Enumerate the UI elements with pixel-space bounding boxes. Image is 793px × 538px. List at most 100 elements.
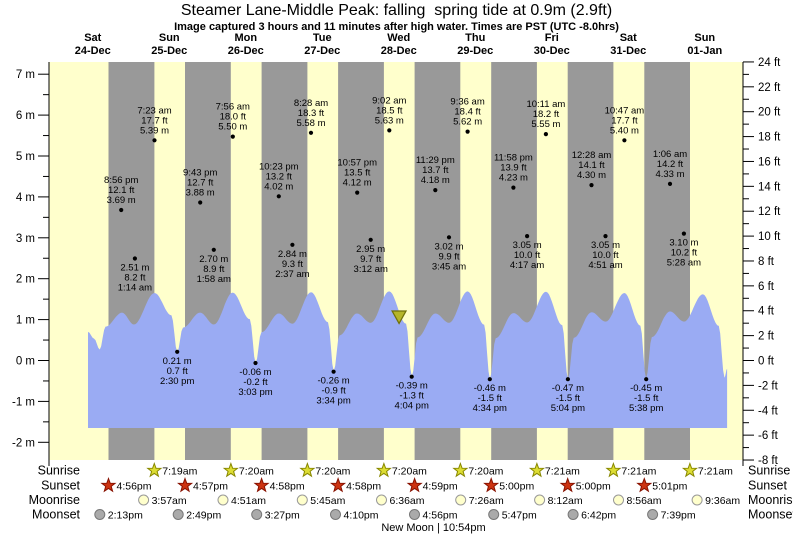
tide-event: 2.95 m 9.7 ft 3:12 am <box>354 237 388 275</box>
day-name-label: Tue <box>313 32 332 44</box>
left-axis-tick-label: 5 m <box>16 151 35 163</box>
new-moon-note: New Moon | 10:54pm <box>381 522 485 534</box>
tide-event-label: 2.70 m 8.9 ft 1:58 am <box>197 254 231 285</box>
current-tide-triangle-icon <box>391 310 408 325</box>
tide-event-dot <box>681 231 687 236</box>
moonrise-circle-icon <box>691 494 703 506</box>
tide-event: 8:56 pm 12.1 ft 3.69 m <box>104 175 138 213</box>
tide-event-dot <box>355 190 360 195</box>
tide-event-dot <box>132 256 137 261</box>
row-label-right-sunrise: Sunrise <box>748 464 790 478</box>
tide-event-dot <box>387 128 392 133</box>
right-axis-tick-label: 10 ft <box>758 231 781 243</box>
right-axis-tick-label: -4 ft <box>758 405 779 417</box>
left-axis-tick-label: 6 m <box>16 110 35 122</box>
moonrise-circle-icon <box>376 494 387 506</box>
sunset-star-icon <box>177 477 194 493</box>
left-axis-tick-label: -2 m <box>12 437 35 449</box>
sunrise-star-icon <box>299 462 316 478</box>
sunrise-star-icon <box>605 462 622 478</box>
tide-event-dot <box>198 200 203 205</box>
moonset-time: 4:56pm <box>423 510 458 522</box>
tide-event-dot <box>644 377 649 382</box>
page-subtitle: Image captured 3 hours and 11 minutes af… <box>174 21 619 33</box>
right-axis-tick-label: 12 ft <box>758 206 781 218</box>
moonrise-time: 5:45am <box>310 495 345 507</box>
left-axis-tick-label: 3 m <box>16 233 35 245</box>
moonset-circle-icon <box>488 509 500 520</box>
tide-event-label: 2.95 m 9.7 ft 3:12 am <box>354 244 388 275</box>
left-axis-tick-label: -1 m <box>12 396 35 408</box>
day-name-label: Wed <box>387 32 410 44</box>
tide-event: 10:23 pm 13.2 ft 4.02 m <box>259 161 299 199</box>
moonrise-circle-icon <box>296 494 308 506</box>
tide-event-label: 10:57 pm 13.5 ft 4.12 m <box>337 158 377 189</box>
day-date-label: 25-Dec <box>151 45 187 57</box>
moonset-circle-icon <box>330 509 341 520</box>
sunrise-star-icon <box>528 462 545 478</box>
tide-event: 11:29 pm 13.7 ft 4.18 m <box>416 155 455 193</box>
tide-event-dot <box>565 377 571 382</box>
tide-event-label: 2.84 m 9.3 ft 2:37 am <box>275 249 309 280</box>
astro-rows: Sunrise Sunrise 7:19am 7:20am 7:20am 7:20am 7:… <box>29 462 793 534</box>
right-axis-tick-label: 2 ft <box>758 331 775 343</box>
moonrise-circle-icon <box>138 494 150 506</box>
tide-event-dot <box>368 237 373 242</box>
row-label-left-moonset: Moonset <box>32 508 80 522</box>
row-label-left-sunrise: Sunrise <box>38 464 80 478</box>
moonset-time: 6:42pm <box>581 510 616 522</box>
day-date-label: 26-Dec <box>228 45 264 57</box>
day-name-label: Sun <box>159 32 180 44</box>
tide-event-dot <box>622 138 627 143</box>
tide-event: 10:47 am 17.7 ft 5.40 m <box>605 105 644 143</box>
day-date-label: 30-Dec <box>534 45 570 57</box>
tide-event: 2.84 m 9.3 ft 2:37 am <box>275 242 310 280</box>
right-axis-tick-label: 4 ft <box>758 306 775 318</box>
tide-event: 3.02 m 9.9 ft 3:45 am <box>432 235 466 272</box>
tide-event-dot <box>487 377 492 382</box>
tide-event: -0.06 m -0.2 ft 3:03 pm <box>238 360 273 398</box>
moonrise-time: 9:36am <box>705 495 740 507</box>
tide-event: 8:28 am 18.3 ft 5.58 m <box>294 98 328 135</box>
moonrise-circle-icon <box>613 494 624 506</box>
sunset-star-icon <box>100 477 117 493</box>
sunrise-star-icon <box>681 462 698 478</box>
sunrise-time: 7:21am <box>545 466 580 478</box>
tide-event: 9:43 pm 12.7 ft 3.88 m <box>183 168 217 205</box>
right-axis-tick-label: 14 ft <box>758 181 781 193</box>
tide-event: 1:06 am 14.2 ft 4.33 m <box>653 149 687 186</box>
sunrise-star-icon <box>452 462 469 478</box>
sunset-time: 5:00pm <box>576 481 611 493</box>
tide-event: -0.45 m -1.5 ft 5:38 pm <box>629 377 663 414</box>
moonset-time: 4:10pm <box>344 510 379 522</box>
tide-event-dot <box>589 183 594 188</box>
tide-event-dot <box>409 374 414 379</box>
moonset-time: 3:27pm <box>265 510 300 522</box>
tide-event-label: 10:11 am 18.2 ft 5.55 m <box>526 99 565 130</box>
page-title: Steamer Lane-Middle Peak: falling spring… <box>180 2 613 19</box>
tide-event-dot <box>511 185 516 190</box>
sunrise-star-icon <box>146 462 163 478</box>
moonrise-circle-icon <box>217 494 229 506</box>
tide-event-label: 3.02 m 9.9 ft 3:45 am <box>432 241 466 272</box>
left-axis-tick-label: 4 m <box>16 192 35 204</box>
right-axis-tick-label: 20 ft <box>758 107 781 119</box>
day-name-label: Sun <box>694 32 715 44</box>
tide-event-label: 1:06 am 14.2 ft 4.33 m <box>653 149 687 180</box>
tide-event: 7:23 am 17.7 ft 5.39 m <box>137 105 172 143</box>
sunset-star-icon <box>483 477 500 493</box>
day-date-label: 27-Dec <box>304 45 340 57</box>
tide-event-dot <box>253 360 258 366</box>
sunrise-time: 7:20am <box>315 466 350 478</box>
tide-event-label: 2.51 m 8.2 ft 1:14 am <box>118 263 152 294</box>
tide-event: -0.47 m -1.5 ft 5:04 pm <box>551 377 585 414</box>
tide-event-dot <box>290 242 295 247</box>
moonset-circle-icon <box>94 509 106 520</box>
tide-event: 0.21 m 0.7 ft 2:30 pm <box>160 349 194 387</box>
day-date-label: 31-Dec <box>610 45 646 57</box>
tide-event: 12:28 am 14.1 ft 4.30 m <box>572 150 611 188</box>
sunset-time: 4:59pm <box>423 481 458 493</box>
tide-event-label: 8:28 am 18.3 ft 5.58 m <box>294 98 328 129</box>
row-label-right-sunset: Sunset <box>748 479 787 493</box>
tide-event: -0.26 m -0.9 ft 3:34 pm <box>316 369 351 407</box>
